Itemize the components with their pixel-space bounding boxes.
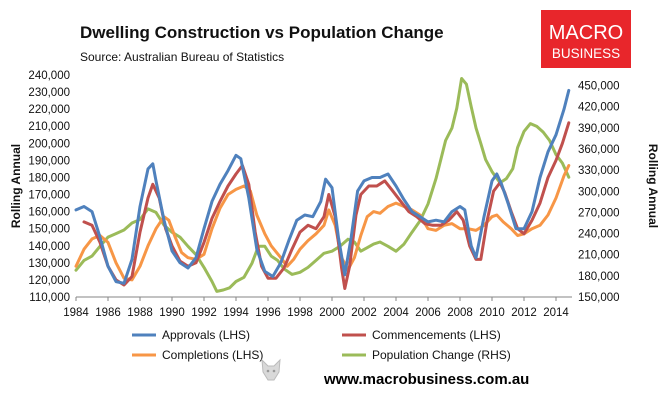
right-y-tick-label: 270,000 bbox=[578, 207, 620, 219]
y-axis-title-right: Rolling Annual bbox=[646, 144, 660, 228]
left-y-tick-label: 150,000 bbox=[28, 224, 70, 236]
left-y-tick-label: 120,000 bbox=[28, 275, 70, 287]
right-y-tick-label: 450,000 bbox=[578, 81, 620, 93]
legend-label-0: Approvals (LHS) bbox=[162, 328, 250, 342]
x-tick-label: 2000 bbox=[319, 307, 345, 319]
right-y-tick-label: 300,000 bbox=[578, 186, 620, 198]
x-tick-label: 1996 bbox=[255, 307, 281, 319]
left-y-tick-label: 220,000 bbox=[28, 104, 70, 116]
x-tick-label: 1984 bbox=[63, 307, 89, 319]
left-y-tick-label: 230,000 bbox=[28, 87, 70, 99]
macrobusiness-logo[interactable]: MACRO BUSINESS bbox=[541, 10, 631, 68]
left-y-tick-label: 140,000 bbox=[28, 241, 70, 253]
x-tick-label: 2006 bbox=[415, 307, 441, 319]
x-tick-label: 1992 bbox=[191, 307, 217, 319]
left-y-tick-label: 110,000 bbox=[29, 292, 70, 304]
left-y-tick-label: 170,000 bbox=[28, 190, 70, 202]
plot-area: 110,000 120,000 130,000 140,000 150,000 160,0… bbox=[28, 70, 619, 319]
x-tick-label: 1990 bbox=[159, 307, 185, 319]
x-tick-label: 2012 bbox=[511, 307, 537, 319]
legend: Approvals (LHS) Commencements (LHS) Comple… bbox=[132, 328, 511, 362]
x-tick-label: 2008 bbox=[447, 307, 473, 319]
chart-subtitle: Source: Australian Bureau of Statistics bbox=[80, 50, 284, 64]
x-tick-label: 2014 bbox=[543, 307, 569, 319]
right-axis-ticks: 150,000 180,000 210,000 240,000 270,000 300,0… bbox=[578, 81, 620, 304]
logo-line-1: MACRO bbox=[549, 22, 623, 44]
wolf-icon bbox=[261, 358, 281, 381]
logo-line-2: BUSINESS bbox=[552, 46, 620, 61]
x-axis-ticks: 1984 1986 1988 1990 1992 1994 1996 1998 2000 2002… bbox=[63, 297, 569, 319]
x-tick-label: 1986 bbox=[95, 307, 121, 319]
right-y-tick-label: 390,000 bbox=[578, 123, 620, 135]
right-y-tick-label: 180,000 bbox=[578, 271, 620, 283]
legend-label-1: Commencements (LHS) bbox=[372, 328, 501, 342]
right-y-tick-label: 240,000 bbox=[578, 229, 620, 241]
right-y-tick-label: 330,000 bbox=[578, 165, 620, 177]
series-line-1 bbox=[82, 121, 571, 290]
x-tick-label: 2004 bbox=[383, 307, 409, 319]
y-axis-title-left: Rolling Annual bbox=[9, 144, 23, 228]
x-tick-label: 1988 bbox=[127, 307, 153, 319]
left-axis-ticks: 110,000 120,000 130,000 140,000 150,000 160,0… bbox=[28, 70, 70, 304]
right-y-tick-label: 210,000 bbox=[578, 250, 620, 262]
series-line-0 bbox=[74, 88, 571, 285]
left-y-tick-label: 190,000 bbox=[28, 155, 70, 167]
legend-label-3: Population Change (RHS) bbox=[372, 348, 511, 362]
series-line-2 bbox=[74, 164, 571, 282]
x-tick-label: 2002 bbox=[351, 307, 377, 319]
chart-title: Dwelling Construction vs Population Chan… bbox=[80, 23, 444, 42]
left-y-tick-label: 130,000 bbox=[28, 258, 70, 270]
series-lines bbox=[74, 77, 571, 293]
left-y-tick-label: 160,000 bbox=[28, 207, 70, 219]
website-url[interactable]: www.macrobusiness.com.au bbox=[323, 371, 529, 388]
right-y-tick-label: 150,000 bbox=[578, 292, 620, 304]
right-y-tick-label: 360,000 bbox=[578, 144, 620, 156]
left-y-tick-label: 200,000 bbox=[28, 138, 70, 150]
right-y-tick-label: 420,000 bbox=[578, 102, 620, 114]
left-y-tick-label: 240,000 bbox=[28, 70, 70, 82]
x-tick-label: 2010 bbox=[479, 307, 505, 319]
left-y-tick-label: 180,000 bbox=[28, 172, 70, 184]
series-line-3 bbox=[74, 77, 571, 293]
logo-background bbox=[541, 10, 631, 68]
x-tick-label: 1994 bbox=[223, 307, 249, 319]
x-tick-label: 1998 bbox=[287, 307, 313, 319]
legend-label-2: Completions (LHS) bbox=[162, 348, 263, 362]
left-y-tick-label: 210,000 bbox=[28, 121, 70, 133]
